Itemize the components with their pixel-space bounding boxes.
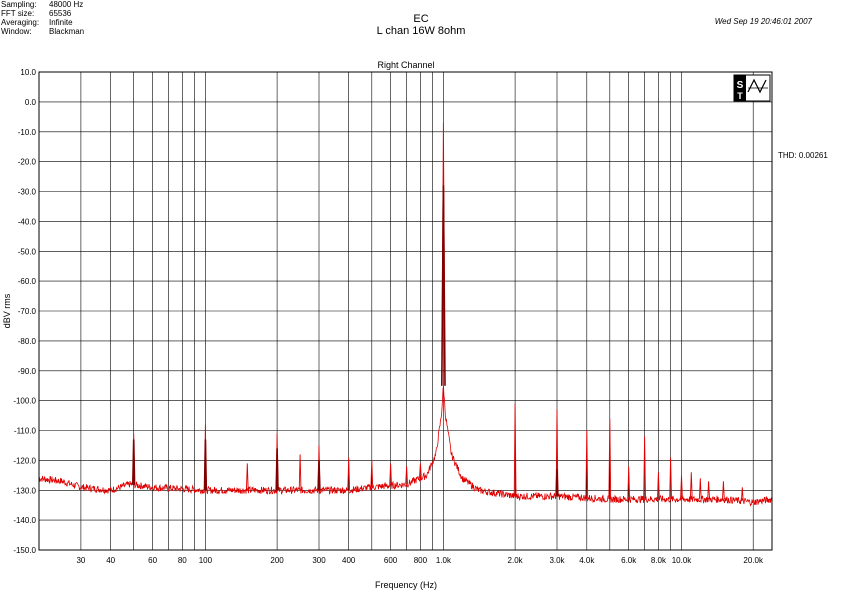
x-tick-label: 400 <box>342 556 356 565</box>
spectrum-peak <box>669 457 672 500</box>
page-subtitle: L chan 16W 8ohm <box>376 25 466 37</box>
meta-value: Infinite <box>49 18 73 27</box>
x-tick-label: 80 <box>178 556 187 565</box>
svg-text:S: S <box>737 80 744 91</box>
y-tick-label: -60.0 <box>18 277 37 286</box>
y-tick-label: 0.0 <box>25 98 37 107</box>
x-tick-label: 2.0k <box>508 556 524 565</box>
y-tick-label: -140.0 <box>13 516 36 525</box>
spectrum-peak <box>513 403 517 497</box>
y-tick-label: -120.0 <box>13 456 36 465</box>
series-group <box>38 122 773 507</box>
meta-key: Window: <box>1 27 32 36</box>
y-tick-label: -80.0 <box>18 337 37 346</box>
spectrum-peak <box>370 460 374 488</box>
page-title: EC <box>413 13 429 25</box>
y-tick-label: -40.0 <box>18 217 37 226</box>
spectrum-peak <box>657 472 660 500</box>
x-axis-label: Frequency (Hz) <box>375 580 437 590</box>
y-tick-label: -50.0 <box>18 247 37 256</box>
y-tick-label: -150.0 <box>13 546 36 555</box>
spectrum-peak <box>707 481 710 500</box>
x-tick-label: 60 <box>148 556 157 565</box>
spectrum-peak <box>389 463 392 486</box>
spectrum-peak <box>680 475 683 500</box>
spectrum-peak <box>298 454 302 491</box>
spectrum-peak <box>441 185 446 386</box>
x-tick-label: 200 <box>270 556 284 565</box>
y-tick-label: -110.0 <box>14 427 37 436</box>
y-tick-label: -20.0 <box>18 158 37 167</box>
timestamp: Wed Sep 19 20:46:01 2007 <box>714 17 812 26</box>
x-tick-label: 30 <box>76 556 85 565</box>
spectrum-peak <box>608 418 612 500</box>
x-axis: 30 40 60 80 100 200 300 400 600 800 1.0k 2.0k 3.0k 4.… <box>76 556 764 565</box>
meta-key: Averaging: <box>1 18 40 27</box>
meta-value: 65536 <box>49 9 72 18</box>
measurement-info: Sampling: 48000 Hz FFT size: 65536 Averagi… <box>1 0 84 36</box>
thd-readout: THD: 0.00261 <box>778 151 828 160</box>
y-tick-label: -30.0 <box>18 188 37 197</box>
y-axis: 10.0 0.0 -10.0 -20.0 -30.0 -40.0 -50.0 -60.0 -70… <box>13 68 36 555</box>
y-tick-label: -70.0 <box>18 307 37 316</box>
plot-frame <box>38 71 773 551</box>
x-tick-label: 3.0k <box>549 556 565 565</box>
spectrum-peak <box>132 439 136 485</box>
svg-text:T: T <box>737 91 743 101</box>
x-tick-label: 800 <box>414 556 428 565</box>
x-tick-label: 1.0k <box>436 556 452 565</box>
x-tick-label: 20.0k <box>743 556 764 565</box>
y-tick-label: -130.0 <box>13 486 36 495</box>
x-tick-label: 40 <box>106 556 115 565</box>
y-tick-label: -100.0 <box>13 397 36 406</box>
x-tick-label: 10.0k <box>672 556 693 565</box>
spectrum-peak <box>740 487 744 502</box>
x-tick-label: 6.0k <box>621 556 637 565</box>
spectrum-peak <box>722 481 725 500</box>
spectrum-peak <box>245 463 249 491</box>
spectrum-peak <box>555 469 559 497</box>
spectrum-peak <box>203 439 208 491</box>
y-tick-label: 10.0 <box>20 68 36 77</box>
y-axis-label: dBV rms <box>2 293 12 328</box>
spectrum-peak <box>405 466 408 485</box>
spectrum-peak <box>698 478 702 500</box>
meta-key: Sampling: <box>1 0 37 9</box>
meta-value: Blackman <box>49 27 85 36</box>
spectrum-peak <box>347 457 351 491</box>
spectrum-peak <box>585 430 589 498</box>
ap-logo-icon: S T <box>733 74 771 102</box>
chart-title: Right Channel <box>377 60 434 70</box>
spectrum-peak <box>689 472 693 500</box>
spectrum-peak <box>627 466 631 500</box>
meta-key: FFT size: <box>1 9 35 18</box>
x-tick-label: 8.0k <box>651 556 667 565</box>
series-line <box>38 385 773 507</box>
x-tick-label: 600 <box>384 556 398 565</box>
grid <box>39 71 772 551</box>
spectrum-peak <box>555 409 559 497</box>
spectrum-peak <box>419 463 422 479</box>
y-tick-label: -10.0 <box>18 128 37 137</box>
x-tick-label: 300 <box>312 556 326 565</box>
x-tick-label: 100 <box>199 556 213 565</box>
spectrum-peak <box>317 460 321 491</box>
spectrum-peak <box>643 436 646 500</box>
spectrum-peak <box>275 448 279 491</box>
x-tick-label: 4.0k <box>579 556 595 565</box>
meta-value: 48000 Hz <box>49 0 84 9</box>
y-tick-label: -90.0 <box>18 367 37 376</box>
